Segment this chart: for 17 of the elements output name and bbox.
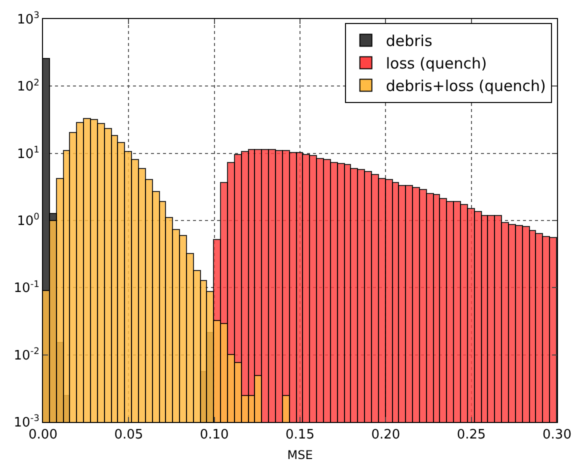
y-tick-label: 10$^{0}$ xyxy=(17,212,40,230)
x-axis-title: MSE xyxy=(287,448,313,462)
x-tick-label: 0.25 xyxy=(456,428,486,443)
x-tick-label: 0.15 xyxy=(286,428,314,443)
legend-label: debris+loss (quench) xyxy=(386,77,546,96)
x-tick-label: 0.10 xyxy=(200,428,229,443)
y-tick-label: 10$^{-2}$ xyxy=(14,346,40,364)
legend-label: loss (quench) xyxy=(386,54,487,73)
x-tick-label: 0.30 xyxy=(542,428,572,443)
x-tick-label: 0.20 xyxy=(371,428,400,443)
y-tick-label: 10$^{2}$ xyxy=(17,78,40,95)
y-tick-label: 10$^{3}$ xyxy=(17,11,40,28)
legend-label: debris xyxy=(386,32,432,50)
x-tick-label: 0.05 xyxy=(114,428,144,443)
x-tick-label: 0.00 xyxy=(28,428,58,443)
y-tick-label: 10$^{-1}$ xyxy=(14,280,40,296)
y-tick-label: 10$^{1}$ xyxy=(17,145,40,162)
